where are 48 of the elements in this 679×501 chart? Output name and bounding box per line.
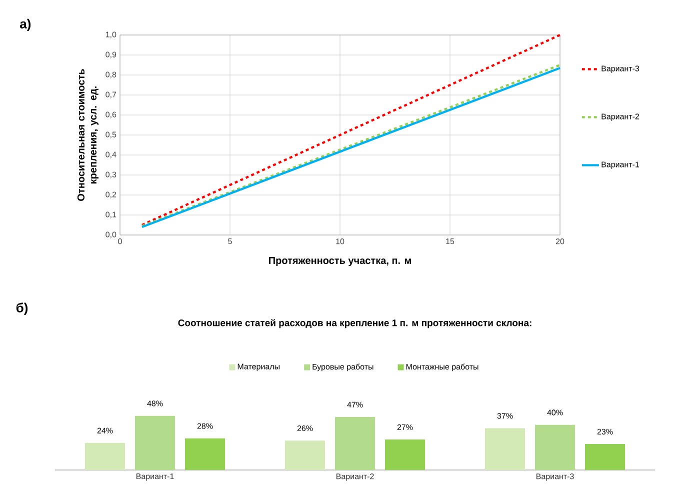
bar <box>335 416 376 470</box>
y-tick-label: 0,5 <box>106 132 116 138</box>
y-tick-label: 1,0 <box>106 32 116 38</box>
bar <box>385 440 426 470</box>
x-tick-label: 0 <box>118 238 122 244</box>
y-tick-label: 0,9 <box>106 52 116 58</box>
bar <box>485 428 526 470</box>
text: а) <box>20 18 31 32</box>
legend-label: Материалы <box>238 364 280 371</box>
data-label: 47% <box>347 402 363 408</box>
bar <box>585 444 626 470</box>
bar <box>185 438 226 470</box>
y-axis-title: Относительная стоимость крепления, усл. ед. <box>77 69 98 201</box>
data-label: 26% <box>297 425 313 432</box>
x-tick-label: 20 <box>556 238 564 244</box>
x-tick-label: 15 <box>446 238 454 244</box>
bar <box>535 424 576 470</box>
y-tick-label: 0,0 <box>106 232 116 238</box>
bar <box>285 440 326 470</box>
y-tick-label: 0,7 <box>106 92 116 98</box>
data-label: 48% <box>147 400 163 406</box>
x-tick-label: Вариант-3 <box>536 474 574 481</box>
text: б) <box>16 302 28 315</box>
y-tick-label: 0,2 <box>106 192 116 198</box>
legend-label: Буровые работы <box>312 364 374 372</box>
x-axis-title: Протяженность участка, п. м <box>269 257 411 266</box>
bar <box>135 416 176 470</box>
data-label: 27% <box>397 424 413 430</box>
x-tick-label: Вариант-1 <box>136 474 174 481</box>
y-tick-label: 0,4 <box>106 152 116 158</box>
y-tick-label: 0,6 <box>106 112 116 118</box>
x-tick-label: 5 <box>228 238 232 244</box>
legend-label: Вариант-2 <box>602 114 640 121</box>
x-tick-label: Вариант-2 <box>336 474 374 481</box>
bar <box>85 442 126 470</box>
chart-title: Соотношение статей расходов на крепление 1 п. м протяженности склона: <box>178 319 532 328</box>
data-label: 28% <box>197 423 213 429</box>
legend-label: Вариант-3 <box>602 66 640 73</box>
data-label: 40% <box>547 410 563 416</box>
legend-label: Монтажные работы <box>406 364 478 372</box>
data-label: 23% <box>597 428 613 435</box>
x-tick-label: 10 <box>336 238 344 244</box>
legend-label: Вариант-1 <box>602 162 640 169</box>
y-tick-label: 0,3 <box>106 172 116 178</box>
data-label: 37% <box>497 413 513 419</box>
y-tick-label: 0,1 <box>106 212 116 218</box>
y-tick-label: 0,8 <box>106 72 116 78</box>
data-label: 24% <box>97 428 113 434</box>
